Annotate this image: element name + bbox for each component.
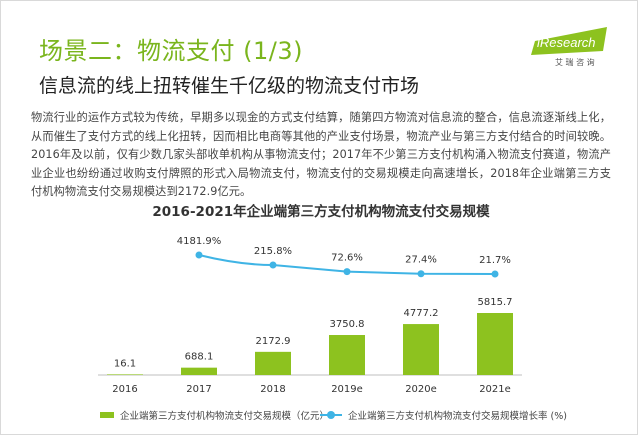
bar-value-label-2020e: 4777.2: [404, 308, 439, 319]
logo-brand-text: iResearch: [537, 35, 596, 50]
growth-point-2020e: [417, 270, 425, 278]
growth-label-2017: 4181.9%: [177, 236, 222, 247]
bar-value-label-2016: 16.1: [114, 358, 136, 369]
legend-line-label: 企业端第三方支付机构物流支付交易规模增长率 (%): [348, 411, 567, 422]
bar-2016: [107, 374, 143, 375]
growth-label-2019e: 72.6%: [331, 253, 363, 264]
x-tick-label-2016: 2016: [112, 384, 137, 395]
legend-bar-label: 企业端第三方支付机构物流支付交易规模（亿元）: [120, 411, 330, 422]
x-tick-label-2018: 2018: [260, 384, 285, 395]
page-title: 场景二：物流支付 (1/3): [39, 37, 303, 65]
legend-item-bar: 企业端第三方支付机构物流支付交易规模（亿元）: [100, 408, 329, 422]
bar-value-label-2017: 688.1: [185, 352, 214, 363]
growth-rate-line: [198, 254, 496, 275]
x-tick-label-2021e: 2021e: [479, 384, 511, 395]
growth-point-2018: [269, 261, 277, 269]
bar-2017: [181, 367, 217, 375]
x-tick-label-2017: 2017: [186, 384, 211, 395]
growth-point-2019e: [343, 268, 351, 276]
bar-2021e: [477, 313, 513, 375]
bar-2018: [255, 351, 291, 375]
legend-bar-swatch: [100, 412, 114, 418]
growth-label-2018: 215.8%: [254, 246, 292, 257]
growth-label-2021e: 21.7%: [479, 255, 511, 266]
growth-label-2020e: 27.4%: [405, 255, 437, 266]
growth-point-2021e: [491, 270, 499, 278]
page-subtitle: 信息流的线上扭转催生千亿级的物流支付市场: [39, 75, 420, 97]
growth-point-2017: [195, 251, 203, 259]
x-tick-label-2019e: 2019e: [331, 384, 363, 395]
legend-line-swatch: [320, 411, 342, 419]
bar-2020e: [403, 324, 439, 375]
bar-value-label-2021e: 5815.7: [478, 297, 513, 308]
bar-value-label-2018: 2172.9: [256, 336, 291, 347]
bar-value-label-2019e: 3750.8: [330, 319, 365, 330]
x-tick-label-2020e: 2020e: [405, 384, 437, 395]
logo-tagline-text: 艾 瑞 咨 询: [555, 57, 595, 67]
body-paragraph: 物流行业的运作方式较为传统，早期多以现金的方式支付结算，随第四方物流对信息流的整…: [31, 111, 611, 198]
chart-title: 2016-2021年企业端第三方支付机构物流支付交易规模: [152, 204, 490, 220]
logo-leaf-shape: [531, 27, 607, 55]
legend-item-line: 企业端第三方支付机构物流支付交易规模增长率 (%): [320, 408, 567, 422]
iresearch-logo: iResearch 艾 瑞 咨 询: [531, 27, 607, 67]
bar-2019e: [329, 335, 365, 375]
